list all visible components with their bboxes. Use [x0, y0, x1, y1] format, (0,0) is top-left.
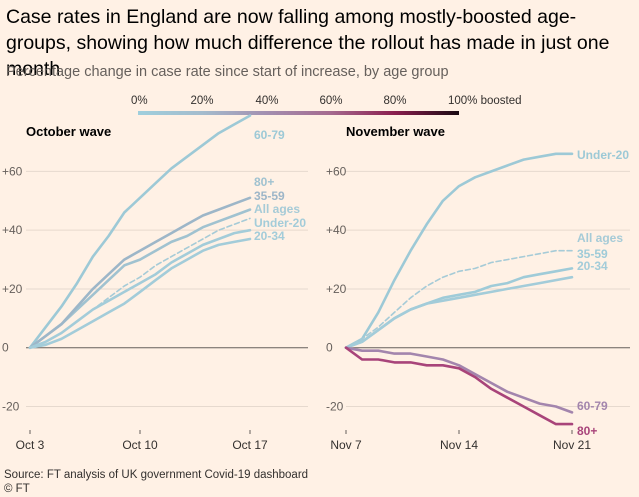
x-tick-label: Nov 7	[330, 438, 362, 452]
series-label: 35-59	[254, 189, 285, 203]
x-tick-label: Oct 17	[232, 438, 268, 452]
y-tick-label: -20	[2, 399, 20, 413]
y-tick-label: 0	[2, 341, 9, 355]
series-line	[344, 275, 574, 350]
series-line	[28, 114, 252, 350]
y-tick-label: -20	[326, 399, 344, 413]
copyright-note: © FT	[4, 483, 30, 495]
series-label: 80+	[254, 175, 274, 189]
colorbar-label: 0%	[131, 95, 148, 107]
series-line	[344, 346, 574, 414]
chart-title: Case rates in England are now falling am…	[6, 6, 610, 80]
x-tick-label: Oct 10	[122, 438, 158, 452]
y-tick-label: 0	[326, 341, 333, 355]
x-tick-label: Nov 21	[553, 438, 591, 452]
y-tick-label: +60	[326, 164, 347, 178]
y-tick-label: +20	[2, 282, 23, 296]
y-tick-label: +60	[2, 164, 23, 178]
y-tick-label: +40	[326, 223, 347, 237]
colorbar-label: 40%	[255, 95, 278, 107]
colorbar-label: 60%	[319, 95, 342, 107]
series-line	[344, 152, 574, 350]
series-label: 20-34	[254, 229, 285, 243]
y-tick-label: +20	[326, 282, 347, 296]
series-line	[28, 196, 252, 350]
series-label: All ages	[577, 231, 623, 245]
panel-title: October wave	[26, 124, 111, 139]
colorbar-label: 80%	[383, 95, 406, 107]
colorbar-label: 20%	[190, 95, 213, 107]
colorbar	[138, 111, 459, 115]
series-label: 20-34	[577, 259, 608, 273]
series-label: 35-59	[577, 247, 608, 261]
series-line	[345, 249, 573, 349]
series-label: Under-20	[577, 148, 629, 162]
chart-subtitle: Percentage change in case rate since sta…	[6, 64, 449, 80]
series-label: 60-79	[577, 399, 608, 413]
series-label: Under-20	[254, 216, 306, 230]
series-line	[28, 237, 252, 350]
x-tick-label: Nov 14	[440, 438, 478, 452]
source-note: Source: FT analysis of UK government Cov…	[4, 469, 309, 481]
series-label: All ages	[254, 202, 300, 216]
series-label: 60-79	[254, 128, 285, 142]
colorbar-label: 100% boosted	[448, 95, 522, 107]
series-line	[344, 346, 574, 426]
series-label: 80+	[577, 424, 597, 438]
y-tick-label: +40	[2, 223, 23, 237]
panel-title: November wave	[346, 124, 445, 139]
x-tick-label: Oct 3	[16, 438, 45, 452]
series-line	[28, 228, 252, 350]
